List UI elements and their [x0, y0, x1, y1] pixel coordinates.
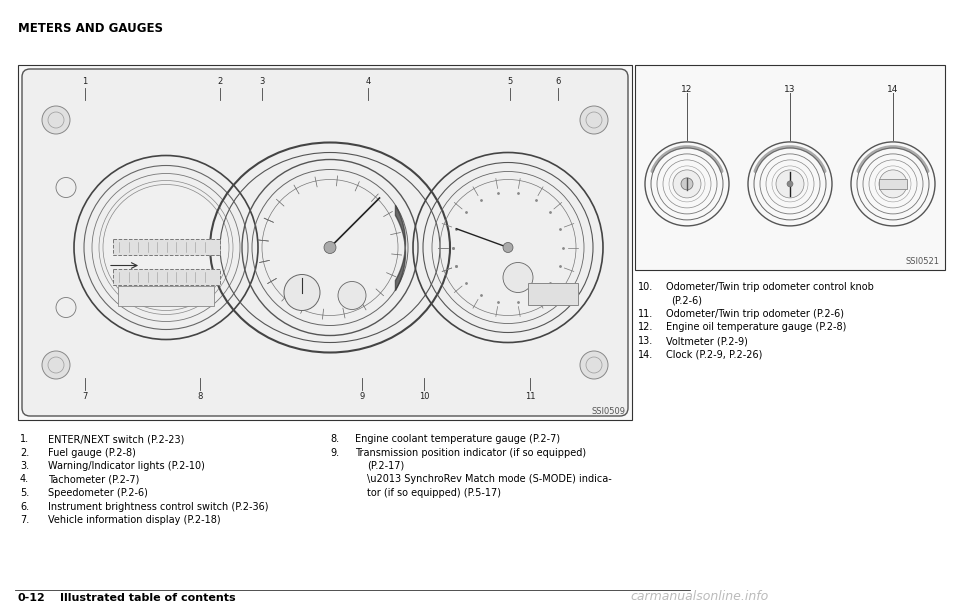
Text: METERS AND GAUGES: METERS AND GAUGES: [18, 22, 163, 35]
FancyBboxPatch shape: [113, 268, 220, 285]
Text: Transmission position indicator (if so equipped): Transmission position indicator (if so e…: [355, 447, 587, 458]
Text: Odometer/Twin trip odometer control knob: Odometer/Twin trip odometer control knob: [666, 282, 874, 292]
Text: (P.2-17): (P.2-17): [367, 461, 404, 471]
Text: 2.: 2.: [20, 447, 29, 458]
Text: Instrument brightness control switch (P.2-36): Instrument brightness control switch (P.…: [48, 502, 269, 511]
Bar: [118, 285, 214, 306]
Circle shape: [580, 351, 608, 379]
Circle shape: [503, 243, 513, 252]
Text: \u2013 SynchroRev Match mode (S-MODE) indica-: \u2013 SynchroRev Match mode (S-MODE) in…: [367, 475, 612, 485]
Circle shape: [879, 170, 907, 198]
Circle shape: [776, 170, 804, 198]
Circle shape: [42, 106, 70, 134]
Text: 0-12: 0-12: [18, 593, 46, 603]
Text: 3: 3: [259, 77, 265, 86]
Text: 6: 6: [555, 77, 561, 86]
Text: 1.: 1.: [20, 434, 29, 444]
Text: 12.: 12.: [638, 323, 654, 332]
Circle shape: [338, 282, 366, 310]
Text: 2: 2: [217, 77, 223, 86]
Text: 10.: 10.: [638, 282, 653, 292]
Circle shape: [673, 170, 701, 198]
Text: 3.: 3.: [20, 461, 29, 471]
Text: 5.: 5.: [20, 488, 29, 498]
Text: 4: 4: [366, 77, 371, 86]
FancyBboxPatch shape: [22, 69, 628, 416]
Circle shape: [580, 106, 608, 134]
Text: SSI0509: SSI0509: [592, 407, 626, 416]
Circle shape: [324, 241, 336, 254]
Text: 11: 11: [525, 392, 536, 401]
Text: Engine oil temperature gauge (P.2-8): Engine oil temperature gauge (P.2-8): [666, 323, 847, 332]
Text: ENTER/NEXT switch (P.2-23): ENTER/NEXT switch (P.2-23): [48, 434, 184, 444]
Text: tor (if so equipped) (P.5-17): tor (if so equipped) (P.5-17): [367, 488, 501, 498]
Circle shape: [103, 185, 229, 310]
Text: 6.: 6.: [20, 502, 29, 511]
Text: Odometer/Twin trip odometer (P.2-6): Odometer/Twin trip odometer (P.2-6): [666, 309, 844, 319]
Text: 10: 10: [419, 392, 429, 401]
Text: 9.: 9.: [330, 447, 339, 458]
Text: 11.: 11.: [638, 309, 653, 319]
Text: Illustrated table of contents: Illustrated table of contents: [60, 593, 235, 603]
Text: 7.: 7.: [20, 515, 29, 525]
Text: 12: 12: [682, 85, 693, 94]
Text: 7: 7: [83, 392, 87, 401]
Text: Vehicle information display (P.2-18): Vehicle information display (P.2-18): [48, 515, 221, 525]
Circle shape: [42, 351, 70, 379]
Text: Engine coolant temperature gauge (P.2-7): Engine coolant temperature gauge (P.2-7): [355, 434, 560, 444]
Text: 1: 1: [83, 77, 87, 86]
Circle shape: [503, 263, 533, 293]
Bar: [528, 282, 578, 304]
Text: 14: 14: [887, 85, 899, 94]
Text: 9: 9: [359, 392, 365, 401]
Bar: [18, 65, 632, 420]
Text: SSI0521: SSI0521: [906, 257, 940, 266]
Circle shape: [787, 181, 793, 187]
Bar: [879, 179, 907, 189]
Text: 8: 8: [198, 392, 203, 401]
Circle shape: [284, 274, 320, 310]
Text: 13.: 13.: [638, 336, 653, 346]
Circle shape: [681, 178, 693, 190]
Text: carmanualsonline.info: carmanualsonline.info: [631, 590, 769, 603]
Text: 5: 5: [508, 77, 513, 86]
Text: Warning/Indicator lights (P.2-10): Warning/Indicator lights (P.2-10): [48, 461, 204, 471]
Text: Speedometer (P.2-6): Speedometer (P.2-6): [48, 488, 148, 498]
Text: 13: 13: [784, 85, 796, 94]
Text: 8.: 8.: [330, 434, 339, 444]
Text: (P.2-6): (P.2-6): [671, 296, 702, 306]
Text: Fuel gauge (P.2-8): Fuel gauge (P.2-8): [48, 447, 136, 458]
FancyBboxPatch shape: [113, 238, 220, 255]
Text: Tachometer (P.2-7): Tachometer (P.2-7): [48, 475, 139, 485]
Text: Voltmeter (P.2-9): Voltmeter (P.2-9): [666, 336, 748, 346]
Bar: [635, 65, 945, 270]
Text: 4.: 4.: [20, 475, 29, 485]
Text: 14.: 14.: [638, 349, 653, 359]
Text: Clock (P.2-9, P.2-26): Clock (P.2-9, P.2-26): [666, 349, 762, 359]
